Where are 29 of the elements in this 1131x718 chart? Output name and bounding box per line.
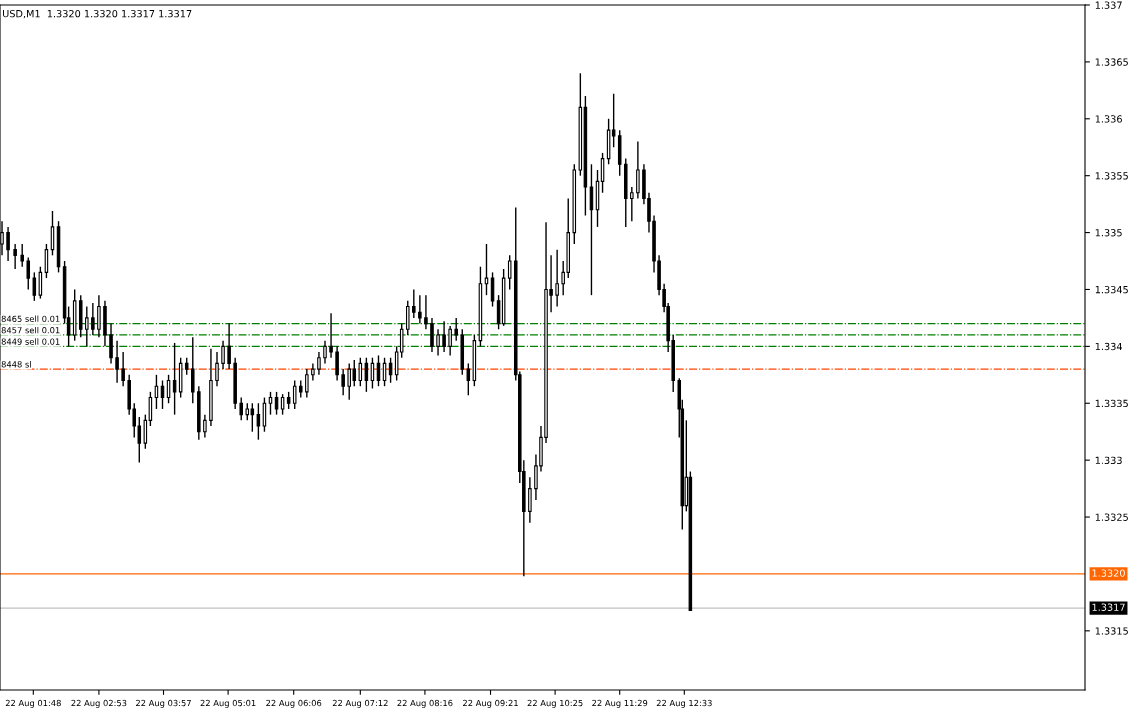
ref-line-label: 1.3320 — [1092, 569, 1125, 577]
x-tick-label: 22 Aug 09:21 — [463, 699, 518, 708]
y-tick-label: 1.335 — [1095, 229, 1122, 237]
y-tick-label: 1.336 — [1095, 115, 1122, 123]
y-tick-label: 1.3365 — [1095, 58, 1128, 66]
ref-line-label: 8448 sl — [1, 361, 31, 368]
ref-line-label: 1.3317 — [1092, 603, 1125, 611]
x-tick-label: 22 Aug 12:33 — [656, 699, 712, 708]
x-tick-label: 22 Aug 03:57 — [136, 699, 191, 708]
x-tick-label: 22 Aug 08:16 — [397, 699, 453, 708]
y-tick-label: 1.3335 — [1095, 399, 1128, 408]
ref-line-label: 8465 sell 0.01 — [1, 315, 60, 322]
y-tick-label: 1.3345 — [1095, 285, 1128, 294]
y-tick-label: 1.337 — [1095, 1, 1122, 9]
x-tick-label: 22 Aug 11:29 — [592, 699, 648, 708]
x-tick-label: 22 Aug 06:06 — [266, 699, 322, 708]
y-tick-label: 1.3325 — [1095, 513, 1128, 521]
y-tick-label: 1.334 — [1095, 342, 1123, 351]
x-tick-label: 22 Aug 07:12 — [332, 699, 388, 708]
y-tick-label: 1.3355 — [1095, 172, 1128, 180]
ref-line-label: 8457 sell 0.01 — [1, 326, 60, 334]
ref-line-label: 8449 sell 0.01 — [1, 338, 60, 345]
y-tick-label: 1.3315 — [1095, 627, 1128, 635]
y-tick-label: 1.333 — [1095, 456, 1122, 464]
x-tick-label: 22 Aug 01:48 — [5, 699, 61, 708]
x-tick-label: 22 Aug 10:25 — [527, 699, 583, 708]
chart-title: USD,M1 1.3320 1.3320 1.3317 1.3317 — [3, 9, 192, 19]
x-tick-label: 22 Aug 02:53 — [71, 699, 127, 708]
x-tick-label: 22 Aug 05:01 — [200, 699, 256, 708]
